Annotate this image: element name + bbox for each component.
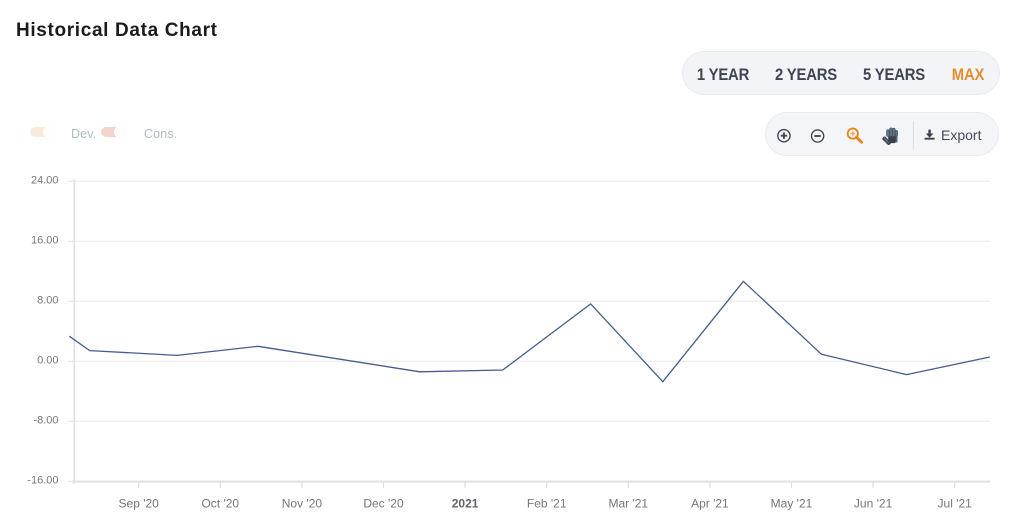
svg-text:Oct '20: Oct '20 <box>201 497 239 511</box>
svg-text:0.00: 0.00 <box>37 355 58 367</box>
svg-text:8.00: 8.00 <box>37 295 58 307</box>
svg-text:Dec '20: Dec '20 <box>363 497 404 511</box>
svg-text:Nov '20: Nov '20 <box>282 497 323 511</box>
svg-text:16.00: 16.00 <box>31 235 59 247</box>
svg-text:Sep '20: Sep '20 <box>119 497 160 511</box>
svg-text:Jul '21: Jul '21 <box>938 497 973 511</box>
svg-text:Jun '21: Jun '21 <box>854 497 893 511</box>
svg-text:Feb '21: Feb '21 <box>527 497 567 511</box>
svg-text:Mar '21: Mar '21 <box>608 497 648 511</box>
svg-text:May '21: May '21 <box>771 497 813 511</box>
svg-text:2021: 2021 <box>452 497 479 511</box>
svg-text:-8.00: -8.00 <box>33 415 58 427</box>
svg-text:-16.00: -16.00 <box>27 475 58 487</box>
svg-text:24.00: 24.00 <box>31 175 59 187</box>
svg-text:Apr '21: Apr '21 <box>691 497 729 511</box>
